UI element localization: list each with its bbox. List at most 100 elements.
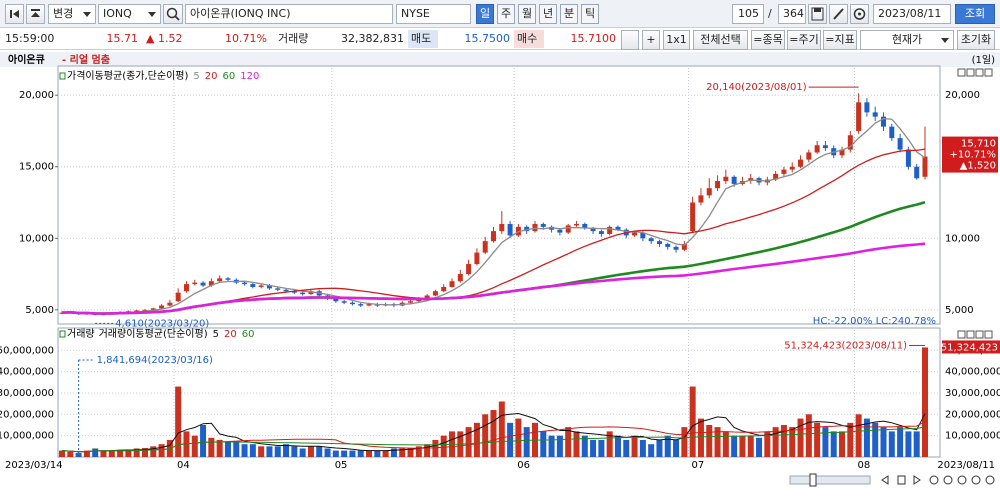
candle-body: [773, 173, 779, 180]
volume-bar: [224, 442, 231, 457]
price-type-select[interactable]: 현재가: [860, 30, 954, 50]
volume-bar: [872, 422, 879, 457]
annotation-range: HC:-22.00% LC:240.78%: [813, 316, 936, 327]
volume-bar: [175, 386, 182, 457]
zoom-button: [929, 475, 939, 485]
volume-bar: [880, 427, 887, 457]
candle-body: [175, 292, 181, 302]
volume-bar: [922, 347, 928, 457]
settings-button[interactable]: [850, 4, 869, 24]
candle-body: [408, 301, 414, 303]
volume-bar: [805, 414, 812, 457]
bid-label: 매수: [514, 30, 544, 48]
arrow: [148, 12, 156, 17]
volume-bar: [631, 435, 638, 457]
period-tab[interactable]: 주: [497, 4, 515, 24]
candle-body: [665, 244, 671, 247]
panel-icon: [975, 68, 984, 77]
nav-button[interactable]: [897, 475, 906, 485]
candle-body: [491, 231, 496, 242]
volume-bar: [407, 448, 414, 457]
candle-body: [648, 238, 654, 242]
volume-bar: [216, 439, 223, 457]
candle-body: [532, 223, 538, 232]
candle-body: [723, 176, 729, 182]
prev-button[interactable]: [26, 4, 45, 24]
query-button[interactable]: 조회: [955, 4, 995, 24]
candle-body: [715, 181, 721, 189]
candle-body: [789, 166, 795, 170]
volume-bar: [623, 439, 630, 457]
candle-body: [864, 102, 870, 113]
candle-body: [565, 225, 571, 233]
candle-body: [457, 274, 463, 282]
volume-bar: [473, 422, 480, 457]
x-tick-label: 2023/08/11: [937, 460, 995, 471]
period-button[interactable]: =주기: [787, 30, 821, 50]
arrow: [941, 38, 949, 43]
volume-bar: [565, 427, 572, 457]
quote-bar: [0, 29, 1000, 50]
first-button[interactable]: [5, 4, 24, 24]
nav-button[interactable]: [913, 475, 921, 485]
period-tab[interactable]: 년: [539, 4, 557, 24]
zoom-button: [971, 475, 981, 485]
symbol-input[interactable]: IONQ: [98, 4, 161, 24]
volume-bar: [913, 431, 920, 457]
candle-body: [167, 302, 173, 306]
period-tab[interactable]: 분: [560, 4, 578, 24]
volume-bar: [822, 427, 829, 457]
volume-bar: [706, 424, 713, 457]
change-select[interactable]: 변경: [48, 4, 96, 24]
candle-body: [300, 292, 306, 295]
count-input[interactable]: 105: [732, 4, 764, 24]
checkbox[interactable]: [621, 30, 639, 50]
volume-bar: [415, 446, 422, 457]
price-type: 현재가: [891, 33, 923, 46]
layout-button[interactable]: 1x1: [663, 30, 690, 50]
volume-bar: [515, 418, 522, 457]
volume-bar: [424, 444, 431, 457]
volume-bar: [141, 448, 148, 457]
icon: [10, 10, 19, 18]
candle-body: [159, 305, 165, 309]
select-all-button[interactable]: 전체선택: [693, 30, 748, 50]
price-badge: [942, 136, 998, 173]
save-button[interactable]: [808, 4, 827, 24]
price-ma-line: [61, 242, 926, 315]
candle-body: [905, 149, 911, 167]
add-button[interactable]: +: [642, 30, 660, 50]
volume-bar: [100, 450, 107, 457]
volume-label: 거래량: [278, 32, 309, 45]
candle-body: [424, 295, 430, 299]
reset-button[interactable]: 초기화: [957, 30, 995, 50]
volume-bar: [158, 444, 165, 457]
date-input[interactable]: 2023/08/11: [873, 4, 951, 24]
exchange-field: NYSE: [396, 4, 471, 24]
nav-button[interactable]: [881, 475, 889, 485]
volume-bar: [349, 450, 356, 457]
volume-bar: [648, 444, 655, 457]
period-tab[interactable]: 틱: [581, 4, 599, 24]
price-badge-text: +10.71%: [949, 150, 996, 161]
period-tab[interactable]: 월: [518, 4, 536, 24]
candle-body: [150, 308, 156, 310]
draw-button[interactable]: [829, 4, 848, 24]
candle-body: [432, 291, 438, 296]
volume-bar: [714, 427, 721, 457]
item-button[interactable]: =종목: [751, 30, 785, 50]
candle-body: [897, 138, 903, 150]
volume-bar: [482, 414, 489, 457]
volume-bar: [573, 431, 580, 457]
volume-bar: [258, 446, 265, 457]
indicator-button[interactable]: =지표: [823, 30, 857, 50]
bid: 15.7100: [570, 32, 617, 45]
change-label: 변경: [53, 7, 74, 20]
icon: [166, 7, 180, 21]
period-tab[interactable]: 일: [476, 4, 494, 24]
candle-body: [258, 285, 264, 287]
candle-body: [731, 176, 737, 184]
volume-bar: [739, 435, 746, 457]
search-button[interactable]: [163, 4, 183, 24]
